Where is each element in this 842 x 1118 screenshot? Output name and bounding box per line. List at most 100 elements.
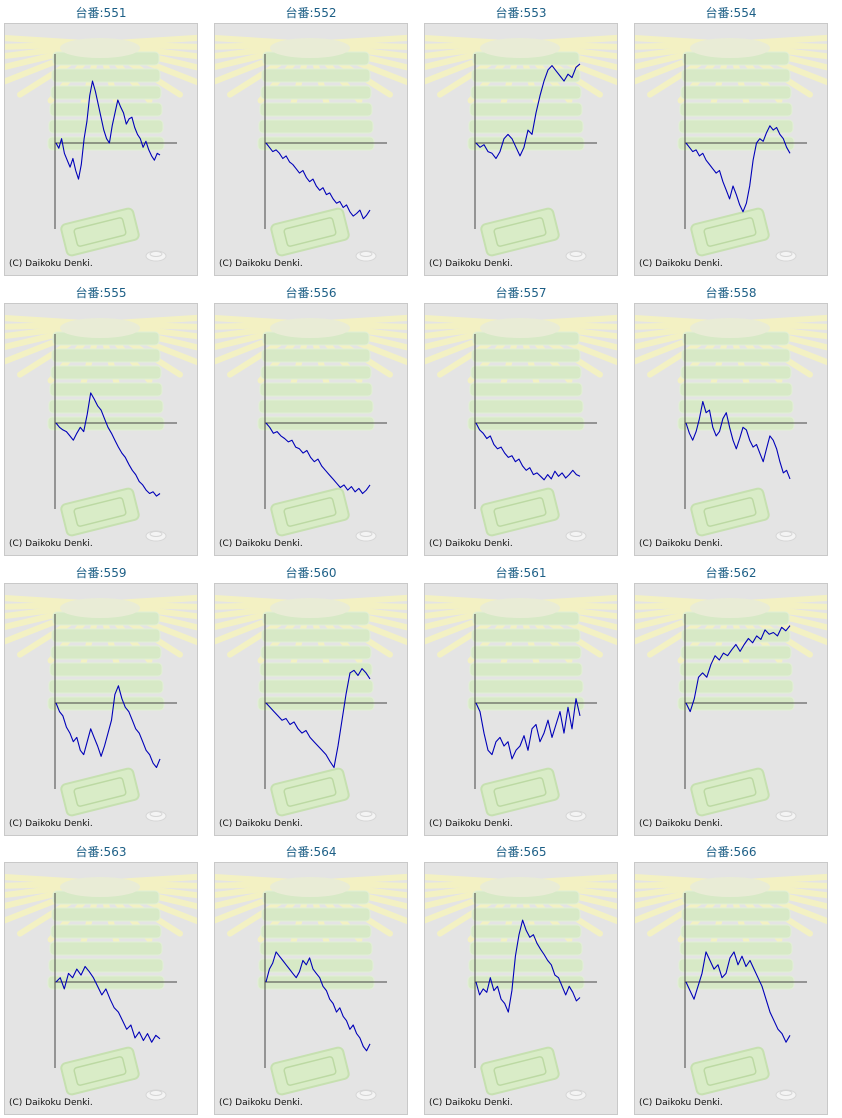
series-line [265, 142, 371, 220]
chart-panel: (C) Daikoku Denki. [424, 583, 618, 836]
copyright-text: (C) Daikoku Denki. [429, 539, 513, 549]
chart-panel: (C) Daikoku Denki. [634, 862, 828, 1115]
chart-cell: 台番:551 (C) Daikoku Denki. [4, 3, 198, 278]
chart-title[interactable]: 台番:555 [75, 286, 127, 300]
series-line [265, 951, 371, 1052]
chart-title[interactable]: 台番:563 [75, 845, 127, 859]
background-illustration [5, 314, 197, 542]
copyright-text: (C) Daikoku Denki. [429, 819, 513, 829]
series-line [265, 668, 371, 769]
line-chart [635, 594, 827, 822]
chart-cell: 台番:552 (C) Daikoku Denki. [214, 3, 408, 278]
chart-title[interactable]: 台番:562 [705, 566, 757, 580]
copyright-text: (C) Daikoku Denki. [429, 259, 513, 269]
copyright-text: (C) Daikoku Denki. [429, 1098, 513, 1108]
background-illustration [5, 34, 197, 262]
chart-cell: 台番:555 (C) Daikoku Denki. [4, 283, 198, 558]
background-illustration [215, 594, 407, 822]
series-line [475, 63, 581, 160]
chart-panel: (C) Daikoku Denki. [4, 303, 198, 556]
copyright-text: (C) Daikoku Denki. [639, 819, 723, 829]
chart-panel: (C) Daikoku Denki. [214, 583, 408, 836]
chart-title[interactable]: 台番:565 [495, 845, 547, 859]
chart-title[interactable]: 台番:556 [285, 286, 337, 300]
line-chart [215, 314, 407, 542]
chart-cell: 台番:566 (C) Daikoku Denki. [634, 842, 828, 1117]
chart-title[interactable]: 台番:558 [705, 286, 757, 300]
chart-cell: 台番:559 (C) Daikoku Denki. [4, 563, 198, 838]
chart-title[interactable]: 台番:557 [495, 286, 547, 300]
chart-title[interactable]: 台番:561 [495, 566, 547, 580]
chart-title[interactable]: 台番:551 [75, 6, 127, 20]
chart-cell: 台番:553 (C) Daikoku Denki. [424, 3, 618, 278]
chart-cell: 台番:565 (C) Daikoku Denki. [424, 842, 618, 1117]
chart-cell: 台番:564 (C) Daikoku Denki. [214, 842, 408, 1117]
chart-title[interactable]: 台番:566 [705, 845, 757, 859]
chart-title[interactable]: 台番:560 [285, 566, 337, 580]
chart-panel: (C) Daikoku Denki. [214, 303, 408, 556]
chart-panel: (C) Daikoku Denki. [424, 862, 618, 1115]
copyright-text: (C) Daikoku Denki. [219, 819, 303, 829]
series-line [475, 422, 581, 481]
series-line [55, 392, 161, 497]
chart-cell: 台番:556 (C) Daikoku Denki. [214, 283, 408, 558]
chart-panel: (C) Daikoku Denki. [634, 303, 828, 556]
line-chart [425, 873, 617, 1101]
chart-panel: (C) Daikoku Denki. [214, 23, 408, 276]
line-chart [5, 34, 197, 262]
chart-panel: (C) Daikoku Denki. [4, 862, 198, 1115]
series-line [55, 80, 161, 180]
series-line [55, 965, 161, 1043]
chart-cell: 台番:554 (C) Daikoku Denki. [634, 3, 828, 278]
copyright-text: (C) Daikoku Denki. [639, 259, 723, 269]
chart-title[interactable]: 台番:554 [705, 6, 757, 20]
copyright-text: (C) Daikoku Denki. [9, 819, 93, 829]
chart-panel: (C) Daikoku Denki. [634, 23, 828, 276]
series-line [685, 625, 791, 713]
chart-title[interactable]: 台番:553 [495, 6, 547, 20]
chart-cell: 台番:562 (C) Daikoku Denki. [634, 563, 828, 838]
chart-panel: (C) Daikoku Denki. [424, 303, 618, 556]
background-illustration [635, 873, 827, 1101]
line-chart [635, 314, 827, 542]
chart-panel: (C) Daikoku Denki. [424, 23, 618, 276]
background-illustration [215, 34, 407, 262]
chart-cell: 台番:558 (C) Daikoku Denki. [634, 283, 828, 558]
line-chart [635, 873, 827, 1101]
background-illustration [425, 314, 617, 542]
chart-cell: 台番:557 (C) Daikoku Denki. [424, 283, 618, 558]
line-chart [5, 873, 197, 1101]
chart-panel: (C) Daikoku Denki. [4, 583, 198, 836]
copyright-text: (C) Daikoku Denki. [639, 539, 723, 549]
series-line [685, 951, 791, 1043]
chart-cell: 台番:560 (C) Daikoku Denki. [214, 563, 408, 838]
chart-panel: (C) Daikoku Denki. [634, 583, 828, 836]
series-line [265, 422, 371, 495]
copyright-text: (C) Daikoku Denki. [9, 1098, 93, 1108]
line-chart [215, 873, 407, 1101]
background-illustration [425, 594, 617, 822]
background-illustration [5, 594, 197, 822]
copyright-text: (C) Daikoku Denki. [639, 1098, 723, 1108]
line-chart [425, 314, 617, 542]
background-illustration [425, 34, 617, 262]
line-chart [425, 34, 617, 262]
series-line [55, 685, 161, 769]
background-illustration [635, 34, 827, 262]
chart-title[interactable]: 台番:564 [285, 845, 337, 859]
background-illustration [5, 873, 197, 1101]
copyright-text: (C) Daikoku Denki. [9, 259, 93, 269]
chart-title[interactable]: 台番:552 [285, 6, 337, 20]
copyright-text: (C) Daikoku Denki. [219, 259, 303, 269]
series-line [685, 400, 791, 480]
chart-title[interactable]: 台番:559 [75, 566, 127, 580]
line-chart [5, 314, 197, 542]
line-chart [215, 34, 407, 262]
line-chart [635, 34, 827, 262]
copyright-text: (C) Daikoku Denki. [219, 1098, 303, 1108]
line-chart [425, 594, 617, 822]
chart-cell: 台番:563 (C) Daikoku Denki. [4, 842, 198, 1117]
chart-panel: (C) Daikoku Denki. [214, 862, 408, 1115]
line-chart [5, 594, 197, 822]
background-illustration [425, 873, 617, 1101]
